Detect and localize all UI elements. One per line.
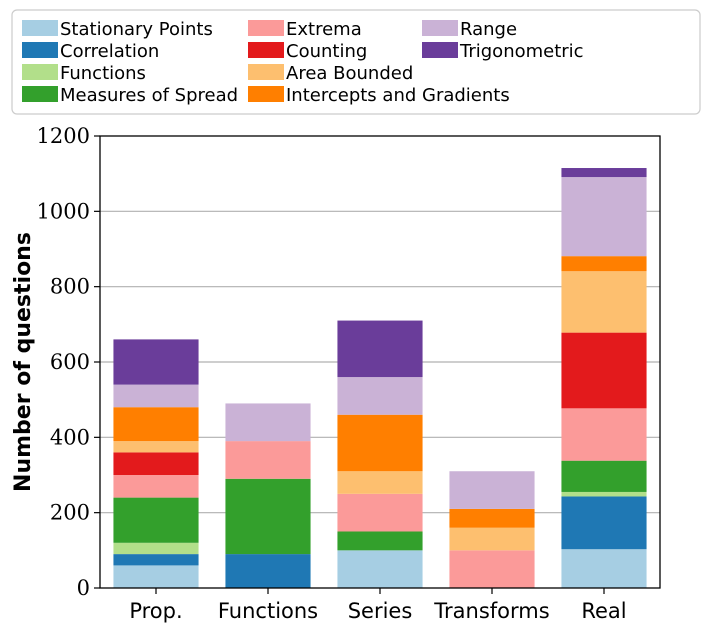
bar-segment xyxy=(449,527,535,551)
y-tick-label: 1000 xyxy=(37,199,90,223)
x-tick-label: Functions xyxy=(218,599,318,623)
legend-swatch xyxy=(248,86,284,102)
legend-label: Correlation xyxy=(60,41,159,62)
bar-segment xyxy=(337,493,423,532)
bar-segment xyxy=(113,452,199,475)
legend-label: Stationary Points xyxy=(60,19,213,40)
x-tick-label: Series xyxy=(348,599,413,623)
legend-label: Area Bounded xyxy=(286,63,413,84)
legend-swatch xyxy=(248,20,284,36)
bar-segment xyxy=(561,460,647,492)
bar-segment xyxy=(561,168,647,178)
bar-segment xyxy=(225,478,311,555)
y-tick-label: 0 xyxy=(77,576,90,600)
bar-segment xyxy=(449,508,535,528)
y-tick-label: 400 xyxy=(50,425,90,449)
legend-label: Extrema xyxy=(286,19,362,40)
bar-segment xyxy=(225,441,311,479)
legend-label: Counting xyxy=(286,41,367,62)
bar-segment xyxy=(113,542,199,555)
bar-segment xyxy=(561,491,647,497)
bar-segment xyxy=(337,471,423,494)
bar-segment xyxy=(561,256,647,272)
y-tick-label: 800 xyxy=(50,275,90,299)
bar-segment xyxy=(561,496,647,550)
y-axis-ticks: 0 200 400 600 800 1000 1200 xyxy=(37,124,100,600)
bar-segment xyxy=(449,471,535,509)
legend-swatch xyxy=(22,42,58,58)
bar-segment xyxy=(561,271,647,333)
bar-segment xyxy=(225,403,311,442)
legend-label: Functions xyxy=(60,63,146,84)
bar-segment xyxy=(561,332,647,409)
bar-segment xyxy=(337,550,423,588)
legend-swatch xyxy=(248,64,284,80)
legend-label: Trigonometric xyxy=(459,41,584,62)
y-tick-label: 1200 xyxy=(37,124,90,148)
x-tick-label: Transforms xyxy=(433,599,549,623)
bar-segment xyxy=(113,384,199,408)
bar-segment xyxy=(449,550,535,588)
bar-segment xyxy=(337,377,423,415)
bar-segment xyxy=(337,320,423,378)
bar-segment xyxy=(337,531,423,551)
legend-box xyxy=(11,9,701,115)
bar-segment xyxy=(561,549,647,588)
legend-swatch xyxy=(22,20,58,36)
legend-label: Range xyxy=(460,19,517,40)
bars xyxy=(113,168,647,588)
bar-segment xyxy=(113,339,199,385)
x-tick-label: Prop. xyxy=(129,599,182,623)
legend-label: Measures of Spread xyxy=(60,85,238,106)
x-axis-ticks: Prop. Functions Series Transforms Real xyxy=(129,588,627,623)
legend-label: Intercepts and Gradients xyxy=(286,85,510,106)
bar-segment xyxy=(337,414,423,472)
legend-swatch xyxy=(22,86,58,102)
legend-swatch xyxy=(248,42,284,58)
bar-segment xyxy=(113,441,199,453)
bar-segment xyxy=(561,177,647,257)
legend-swatch xyxy=(22,64,58,80)
y-tick-label: 200 xyxy=(50,501,90,525)
bar-segment xyxy=(113,554,199,566)
bar-segment xyxy=(561,408,647,461)
y-tick-label: 600 xyxy=(50,350,90,374)
y-axis-title: Number of questions xyxy=(11,232,36,492)
bar-segment xyxy=(113,565,199,588)
legend-swatch xyxy=(422,20,458,36)
legend: Stationary PointsCorrelationFunctionsMea… xyxy=(11,9,701,115)
bar-segment xyxy=(113,497,199,543)
x-tick-label: Real xyxy=(581,599,626,623)
legend-swatch xyxy=(422,42,458,58)
bar-segment xyxy=(113,475,199,498)
bar-segment xyxy=(225,554,311,588)
bar-segment xyxy=(113,407,199,442)
